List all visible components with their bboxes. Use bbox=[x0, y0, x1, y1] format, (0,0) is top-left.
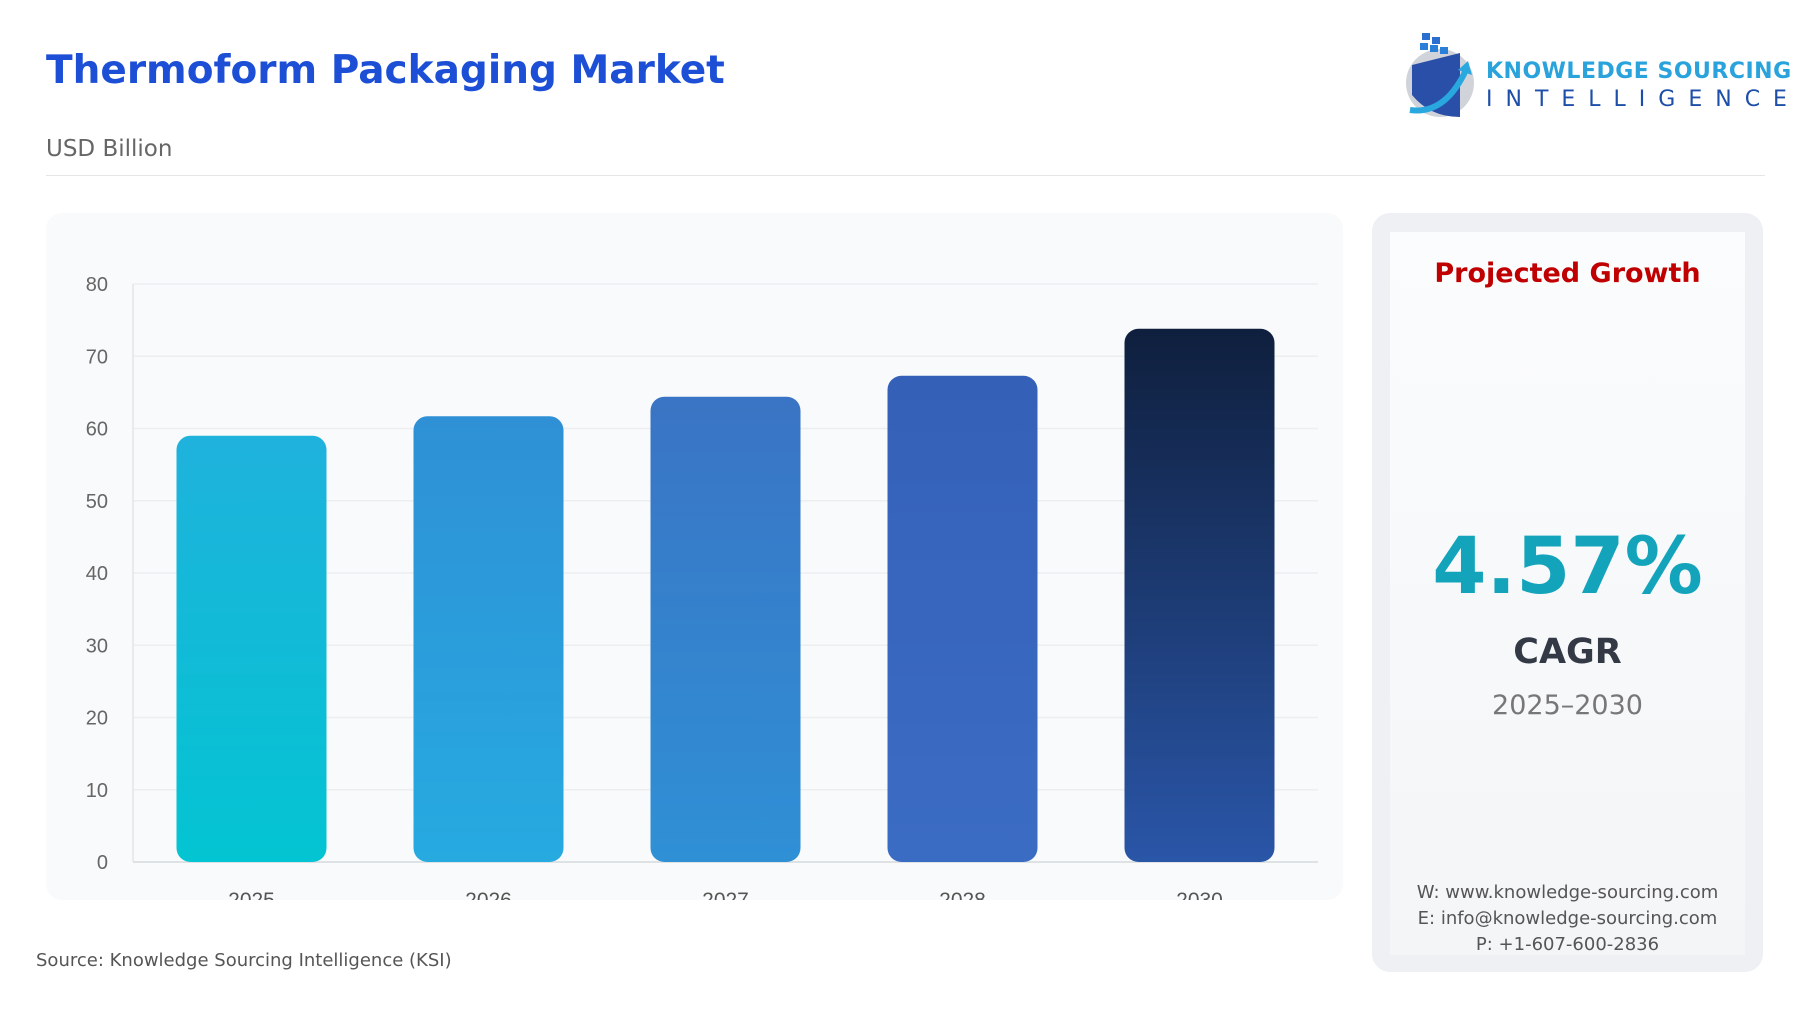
unit-subtitle: USD Billion bbox=[46, 136, 173, 162]
growth-panel: Projected Growth 4.57% CAGR 2025–2030 W:… bbox=[1372, 213, 1763, 972]
source-note: Source: Knowledge Sourcing Intelligence … bbox=[36, 950, 452, 971]
chart-card: 0102030405060708020252026202720282030 bbox=[46, 213, 1343, 900]
y-tick-label: 40 bbox=[86, 563, 108, 585]
panel-heading: Projected Growth bbox=[1434, 258, 1701, 289]
cagr-label: CAGR bbox=[1513, 632, 1622, 672]
logo-text-line2: INTELLIGENCE bbox=[1486, 87, 1800, 112]
y-tick-label: 70 bbox=[86, 346, 108, 368]
x-tick-label: 2027 bbox=[702, 889, 749, 900]
y-tick-label: 20 bbox=[86, 708, 108, 730]
logo-icon bbox=[1406, 33, 1474, 117]
bar-chart: 0102030405060708020252026202720282030 bbox=[86, 274, 1318, 900]
contact-website: W: www.knowledge-sourcing.com bbox=[1416, 882, 1719, 903]
cagr-period: 2025–2030 bbox=[1492, 690, 1643, 721]
ksi-logo: KNOWLEDGE SOURCING INTELLIGENCE bbox=[1400, 25, 1791, 120]
y-tick-label: 50 bbox=[86, 491, 108, 513]
bar-2027 bbox=[650, 396, 801, 862]
contact-phone: P: +1-607-600-2836 bbox=[1475, 934, 1660, 955]
bar-2028 bbox=[887, 375, 1038, 862]
x-tick-label: 2030 bbox=[1176, 889, 1223, 900]
bar-2026 bbox=[413, 416, 564, 862]
y-tick-label: 60 bbox=[86, 419, 108, 441]
y-tick-label: 10 bbox=[86, 780, 108, 802]
bar-2030 bbox=[1124, 328, 1275, 862]
x-tick-label: 2026 bbox=[465, 889, 512, 900]
page-title: Thermoform Packaging Market bbox=[46, 48, 725, 93]
y-tick-label: 80 bbox=[86, 274, 108, 296]
y-tick-label: 0 bbox=[97, 852, 108, 874]
divider bbox=[46, 175, 1765, 176]
x-tick-label: 2028 bbox=[939, 889, 986, 900]
x-tick-label: 2025 bbox=[228, 889, 275, 900]
y-tick-label: 30 bbox=[86, 635, 108, 657]
logo-text-line1: KNOWLEDGE SOURCING bbox=[1486, 59, 1792, 84]
bar-2025 bbox=[176, 435, 327, 862]
cagr-value: 4.57% bbox=[1432, 522, 1703, 612]
contact-email: E: info@knowledge-sourcing.com bbox=[1417, 908, 1718, 929]
